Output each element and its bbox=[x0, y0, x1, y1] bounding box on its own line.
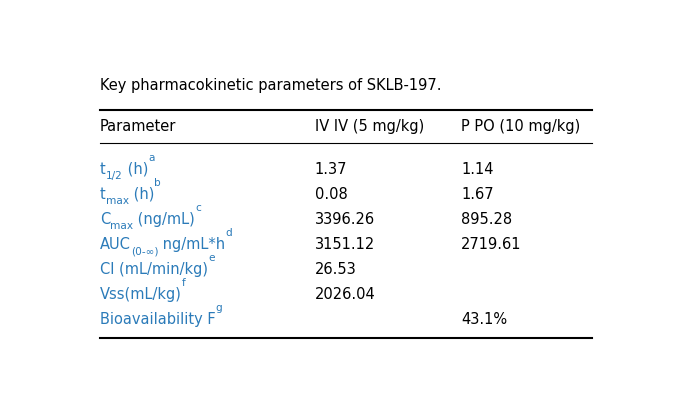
Text: f: f bbox=[182, 278, 186, 288]
Text: max: max bbox=[110, 221, 134, 231]
Text: 1/2: 1/2 bbox=[106, 171, 123, 181]
Text: 3396.26: 3396.26 bbox=[315, 212, 375, 227]
Text: max: max bbox=[106, 196, 129, 206]
Text: c: c bbox=[195, 203, 201, 213]
Text: (0-∞): (0-∞) bbox=[131, 246, 159, 256]
Text: 1.14: 1.14 bbox=[461, 162, 493, 177]
Text: b: b bbox=[155, 178, 161, 188]
Text: 1.37: 1.37 bbox=[315, 162, 347, 177]
Text: 1.67: 1.67 bbox=[461, 187, 493, 202]
Text: t: t bbox=[100, 162, 106, 177]
Text: C: C bbox=[100, 212, 110, 227]
Text: Vss(mL/kg): Vss(mL/kg) bbox=[100, 287, 182, 302]
Text: Parameter: Parameter bbox=[100, 119, 176, 134]
Text: 2026.04: 2026.04 bbox=[315, 287, 375, 302]
Text: 3151.12: 3151.12 bbox=[315, 237, 375, 252]
Text: g: g bbox=[216, 303, 223, 313]
Text: e: e bbox=[208, 253, 215, 263]
Text: t: t bbox=[100, 187, 106, 202]
Text: ng/mL*h: ng/mL*h bbox=[159, 237, 225, 252]
Text: 895.28: 895.28 bbox=[461, 212, 512, 227]
Text: IV IV (5 mg/kg): IV IV (5 mg/kg) bbox=[315, 119, 424, 134]
Text: (h): (h) bbox=[129, 187, 155, 202]
Text: P PO (10 mg/kg): P PO (10 mg/kg) bbox=[461, 119, 580, 134]
Text: Cl (mL/min/kg): Cl (mL/min/kg) bbox=[100, 262, 208, 277]
Text: 43.1%: 43.1% bbox=[461, 312, 507, 327]
Text: Bioavailability F: Bioavailability F bbox=[100, 312, 216, 327]
Text: (ng/mL): (ng/mL) bbox=[134, 212, 195, 227]
Text: d: d bbox=[225, 228, 232, 238]
Text: Key pharmacokinetic parameters of SKLB-197.: Key pharmacokinetic parameters of SKLB-1… bbox=[100, 78, 441, 93]
Text: (h): (h) bbox=[123, 162, 148, 177]
Text: 2719.61: 2719.61 bbox=[461, 237, 522, 252]
Text: 0.08: 0.08 bbox=[315, 187, 348, 202]
Text: a: a bbox=[148, 153, 155, 163]
Text: AUC: AUC bbox=[100, 237, 131, 252]
Text: 26.53: 26.53 bbox=[315, 262, 356, 277]
